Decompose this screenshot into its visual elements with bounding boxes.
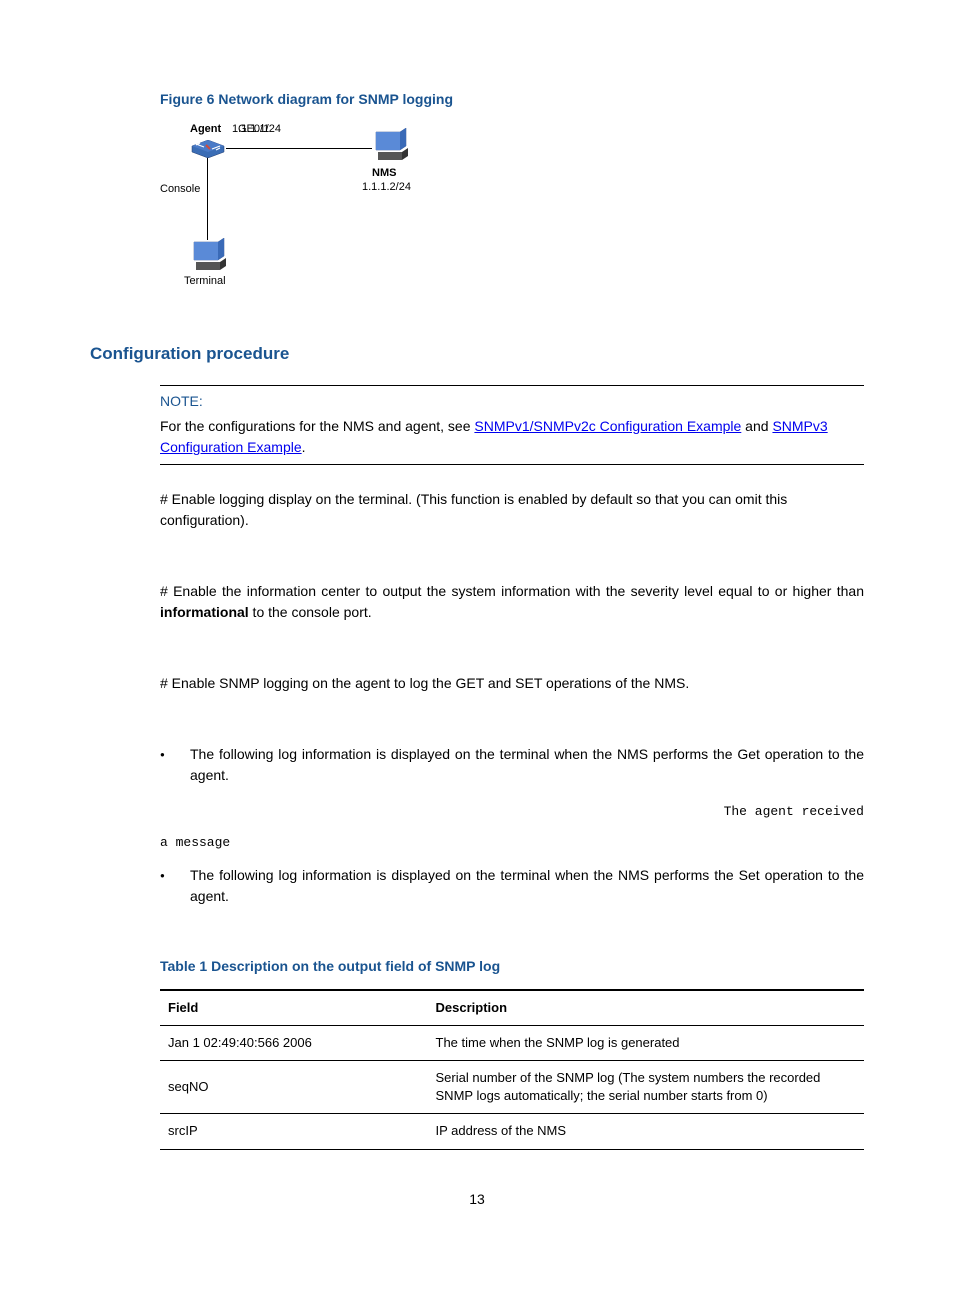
para-text-bold: informational: [160, 604, 249, 620]
pc-icon-terminal: [190, 238, 228, 270]
table-header-row: Field Description: [160, 990, 864, 1026]
page-number: 13: [90, 1190, 864, 1210]
note-text-mid: and: [741, 418, 772, 434]
table-cell-desc: Serial number of the SNMP log (The syste…: [428, 1060, 864, 1113]
note-text-post: .: [302, 439, 306, 455]
table-cell-field: seqNO: [160, 1060, 428, 1113]
router-icon-agent: [190, 140, 226, 158]
pc-icon-nms: [372, 128, 410, 160]
network-diagram: Agent GE0/1 1.1.1.1/24 NMS 1.1.1.2/24 Co…: [160, 122, 460, 302]
table-row: srcIP IP address of the NMS: [160, 1114, 864, 1149]
table-caption: Table 1 Description on the output field …: [160, 957, 864, 977]
link-snmpv1v2c[interactable]: SNMPv1/SNMPv2c Configuration Example: [474, 418, 741, 434]
diagram-label-agent-ip: 1.1.1.1/24: [232, 122, 281, 137]
para-info-center: # Enable the information center to outpu…: [160, 581, 864, 623]
table-header-desc: Description: [428, 990, 864, 1026]
note-box: NOTE: For the configurations for the NMS…: [160, 385, 864, 465]
note-text: For the configurations for the NMS and a…: [160, 416, 864, 458]
note-text-pre: For the configurations for the NMS and a…: [160, 418, 474, 434]
snmp-log-table: Field Description Jan 1 02:49:40:566 200…: [160, 989, 864, 1150]
diagram-label-console: Console: [160, 182, 200, 197]
diagram-label-agent: Agent: [190, 122, 221, 137]
para-text-pre: # Enable the information center to outpu…: [160, 583, 864, 599]
mono-output-2: a message: [160, 833, 864, 853]
bullet-text: The following log information is display…: [190, 744, 864, 786]
table-cell-desc: The time when the SNMP log is generated: [428, 1025, 864, 1060]
table-cell-desc: IP address of the NMS: [428, 1114, 864, 1149]
table-cell-field: Jan 1 02:49:40:566 2006: [160, 1025, 428, 1060]
bullet-set-op: ● The following log information is displ…: [160, 865, 864, 907]
diagram-line-v: [207, 158, 208, 240]
table-row: Jan 1 02:49:40:566 2006 The time when th…: [160, 1025, 864, 1060]
bullet-get-op: ● The following log information is displ…: [160, 744, 864, 786]
figure-caption: Figure 6 Network diagram for SNMP loggin…: [160, 90, 864, 110]
diagram-label-nms-ip: 1.1.1.2/24: [362, 180, 411, 195]
bullet-dot-icon: ●: [160, 865, 190, 907]
mono-output-1: The agent received: [160, 802, 864, 822]
para-text-post: to the console port.: [249, 604, 372, 620]
note-label: NOTE:: [160, 392, 864, 412]
table-row: seqNO Serial number of the SNMP log (The…: [160, 1060, 864, 1113]
para-enable-snmp-logging: # Enable SNMP logging on the agent to lo…: [160, 673, 864, 694]
bullet-text: The following log information is display…: [190, 865, 864, 907]
para-enable-logging: # Enable logging display on the terminal…: [160, 489, 864, 531]
section-heading: Configuration procedure: [90, 342, 864, 366]
diagram-line-h: [226, 148, 372, 149]
diagram-label-terminal: Terminal: [184, 274, 226, 289]
table-header-field: Field: [160, 990, 428, 1026]
bullet-dot-icon: ●: [160, 744, 190, 786]
table-cell-field: srcIP: [160, 1114, 428, 1149]
